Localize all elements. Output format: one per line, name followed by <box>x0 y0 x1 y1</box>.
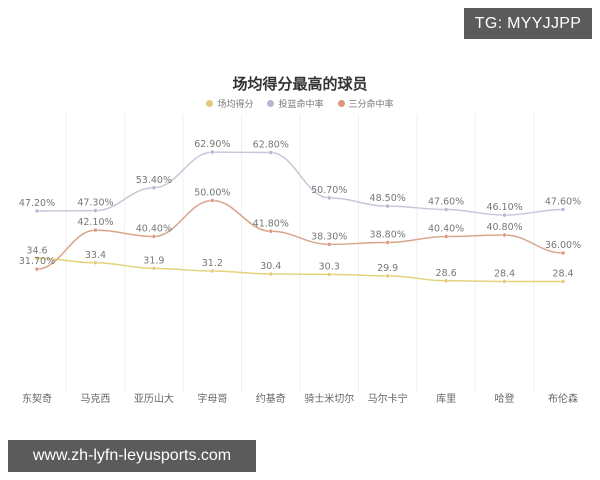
data-label: 38.80% <box>370 230 406 241</box>
x-tick-label: 马尔卡宁 <box>368 392 408 405</box>
data-label: 46.10% <box>486 202 522 213</box>
data-label: 50.70% <box>311 185 347 196</box>
data-label: 50.00% <box>194 188 230 199</box>
chart-title: 场均得分最高的球员 <box>232 75 368 93</box>
legend-item-3p-pct[interactable]: 三分命中率 <box>337 97 394 110</box>
series-line <box>36 151 564 216</box>
data-label: 40.80% <box>486 222 522 233</box>
data-label: 30.4 <box>260 261 281 272</box>
data-label: 31.2 <box>202 258 223 269</box>
data-label: 28.4 <box>494 269 515 280</box>
series-line <box>36 257 563 283</box>
legend-label: 投篮命中率 <box>278 100 324 110</box>
chart-legend: 场均得分 投篮命中率 三分命中率 <box>0 97 600 110</box>
data-point[interactable] <box>502 279 507 284</box>
series-line <box>36 199 564 270</box>
data-label: 33.4 <box>85 250 106 261</box>
data-label: 47.20% <box>19 198 55 209</box>
data-label: 28.4 <box>552 269 573 280</box>
data-label: 47.60% <box>545 197 581 208</box>
data-point[interactable] <box>326 242 332 247</box>
data-point[interactable] <box>502 232 507 238</box>
data-label: 47.60% <box>428 197 464 208</box>
x-tick-label: 字母哥 <box>197 392 227 405</box>
grid-lines <box>65 114 535 392</box>
data-label: 36.00% <box>545 240 581 251</box>
legend-dot-icon <box>337 100 345 107</box>
data-label: 48.50% <box>370 193 406 204</box>
x-tick-label: 库里 <box>436 392 456 405</box>
data-point[interactable] <box>502 212 507 218</box>
data-point[interactable] <box>443 234 449 239</box>
legend-dot-icon <box>267 100 275 107</box>
data-label: 40.40% <box>428 224 464 235</box>
legend-label: 三分命中率 <box>348 100 394 110</box>
data-label: 34.6 <box>26 245 47 256</box>
data-point[interactable] <box>385 203 390 209</box>
x-tick-label: 马克西 <box>80 393 110 405</box>
watermark-bottom: www.zh-lyfn-leyusports.com <box>8 440 256 472</box>
data-label: 53.40% <box>136 175 172 186</box>
data-point[interactable] <box>210 198 215 203</box>
data-point[interactable] <box>151 185 157 190</box>
data-point[interactable] <box>443 278 449 283</box>
data-point[interactable] <box>210 268 215 274</box>
legend-label: 场均得分 <box>217 100 254 110</box>
data-point[interactable] <box>268 229 274 234</box>
x-tick-label: 布伦森 <box>548 392 578 405</box>
data-label: 47.30% <box>77 198 113 209</box>
data-point[interactable] <box>93 227 98 233</box>
data-label: 31.9 <box>143 255 164 266</box>
legend-item-fg-pct[interactable]: 投篮命中率 <box>267 97 324 110</box>
data-point[interactable] <box>326 272 332 277</box>
data-point[interactable] <box>34 208 40 214</box>
data-label: 62.90% <box>194 139 230 150</box>
data-point[interactable] <box>93 208 98 213</box>
data-label: 41.80% <box>253 218 289 229</box>
data-point[interactable] <box>385 240 390 245</box>
data-point[interactable] <box>268 150 274 155</box>
data-label: 28.6 <box>436 268 457 279</box>
x-tick-label: 约基奇 <box>256 392 286 405</box>
data-label: 62.80% <box>253 140 289 151</box>
data-label: 30.3 <box>319 261 340 272</box>
data-labels: 34.6 33.4 31.9 31.2 30.4 30.3 29.9 28.6 28.4 28.4… <box>19 139 581 279</box>
data-point[interactable] <box>326 195 332 201</box>
data-point[interactable] <box>151 266 157 271</box>
legend-item-points[interactable]: 场均得分 <box>206 97 253 110</box>
data-point[interactable] <box>385 273 390 279</box>
data-label: 31.70% <box>19 256 55 267</box>
watermark-top: TG: MYYJJPP <box>464 8 592 39</box>
data-point[interactable] <box>34 256 40 261</box>
data-label: 40.40% <box>136 224 172 235</box>
x-tick-label: 亚历山大 <box>134 392 174 405</box>
data-point[interactable] <box>93 260 98 265</box>
legend-dot-icon <box>206 100 214 107</box>
data-point[interactable] <box>560 279 566 284</box>
x-tick-label: 哈登 <box>495 392 515 405</box>
data-label: 38.30% <box>311 231 347 242</box>
data-point[interactable] <box>443 207 449 212</box>
x-axis-labels: 东契奇 马克西 亚历山大 字母哥 约基奇 骑士米切尔 马尔卡宁 库里 哈登 布伦森 <box>22 392 578 405</box>
data-label: 29.9 <box>377 263 398 274</box>
data-point[interactable] <box>560 250 566 256</box>
data-point[interactable] <box>560 207 566 212</box>
data-point[interactable] <box>268 271 274 277</box>
data-point[interactable] <box>210 149 215 155</box>
x-tick-label: 骑士米切尔 <box>304 392 354 405</box>
data-label: 42.10% <box>77 217 113 228</box>
series-lines <box>34 149 566 284</box>
data-point[interactable] <box>151 234 157 239</box>
data-point[interactable] <box>34 266 40 272</box>
x-tick-label: 东契奇 <box>22 392 52 405</box>
